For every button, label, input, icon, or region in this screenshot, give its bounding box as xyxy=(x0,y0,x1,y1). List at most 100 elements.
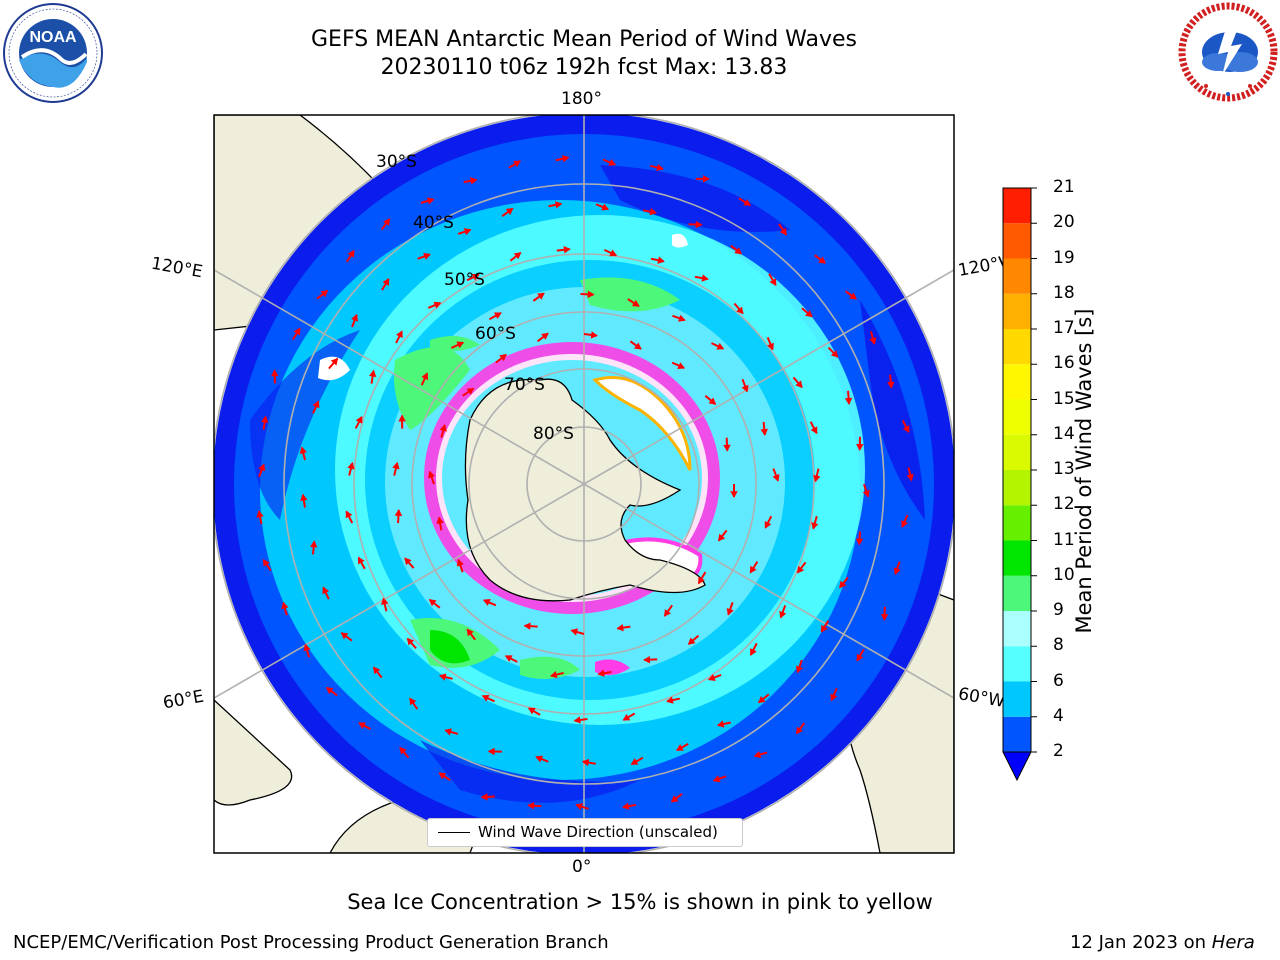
wave-arrow-head xyxy=(631,299,640,307)
wave-arrow-head xyxy=(340,632,349,640)
colorbar-tick-label: 11 xyxy=(1053,529,1075,550)
wave-arrow-head xyxy=(609,249,618,257)
wave-arrow-head xyxy=(480,793,488,801)
wave-arrow-head xyxy=(293,327,301,336)
colorbar-tick-label: 10 xyxy=(1053,564,1075,585)
wave-arrow-head xyxy=(849,292,857,300)
lat-label-80s: 80°S xyxy=(533,424,574,444)
wave-arrow-head xyxy=(271,369,279,377)
wave-arrow-head xyxy=(634,342,642,350)
wave-arrow-head xyxy=(855,538,864,546)
colorbar-segment xyxy=(1003,293,1031,329)
wave-arrow-head xyxy=(394,509,403,517)
wave-arrow-head xyxy=(499,353,507,362)
wave-arrow-head xyxy=(818,256,826,264)
wave-arrow-head xyxy=(906,473,914,482)
wave-arrow-head xyxy=(258,463,266,472)
wave-arrow-head xyxy=(573,716,581,724)
wave-arrow-head xyxy=(767,342,774,351)
wave-arrow-head xyxy=(718,533,726,542)
wave-arrow-head xyxy=(351,313,359,322)
wave-arrow-head xyxy=(590,331,598,339)
date-text: 12 Jan 2023 on xyxy=(1070,932,1212,953)
wave-arrow-head xyxy=(537,292,545,300)
colorbar-extend-triangle xyxy=(1002,751,1032,782)
wave-arrow-head xyxy=(779,610,787,619)
wave-arrow-head xyxy=(730,491,738,499)
wave-arrow-head xyxy=(309,540,318,548)
colorbar-segment xyxy=(1003,681,1031,717)
wave-arrow-head xyxy=(760,428,768,436)
wave-arrow-head xyxy=(795,726,803,735)
wave-arrow-head xyxy=(813,474,821,483)
wave-arrow-head xyxy=(901,520,908,528)
colorbar-segment xyxy=(1003,575,1031,611)
colorbar-segment xyxy=(1003,470,1031,506)
wave-arrow-head xyxy=(764,520,772,529)
wave-arrow-head xyxy=(358,556,365,565)
colorbar-segment xyxy=(1003,223,1031,259)
wave-arrow-head xyxy=(404,557,412,566)
wave-arrow-head xyxy=(261,415,269,423)
lat-label-60s: 60°S xyxy=(475,324,516,344)
figure-title: GEFS MEAN Antarctic Mean Period of Wind … xyxy=(311,27,857,52)
wave-arrow-head xyxy=(643,655,651,664)
wave-arrow-head xyxy=(482,599,491,606)
wave-arrow-head xyxy=(456,341,465,349)
wave-arrow-head xyxy=(630,758,639,765)
colorbar-tick-label: 8 xyxy=(1053,635,1064,656)
colorbar-segment xyxy=(1003,188,1031,224)
wave-arrow-head xyxy=(541,332,549,340)
wave-arrow-head xyxy=(707,674,716,681)
wave-arrow-head xyxy=(649,208,657,216)
colorbar-segment xyxy=(1003,646,1031,682)
graticule xyxy=(214,115,954,853)
svg-text:NOAA: NOAA xyxy=(29,29,77,46)
lat-label-30s: 30°S xyxy=(376,152,417,172)
wave-arrow-head xyxy=(856,443,864,451)
wave-arrow-head xyxy=(470,177,478,185)
colorbar-segment xyxy=(1003,434,1031,470)
wave-arrow-head xyxy=(456,558,464,567)
wave-arrow-head xyxy=(712,775,721,783)
wave-arrow-head xyxy=(262,559,270,567)
wave-arrow-head xyxy=(750,648,757,656)
wave-arrow-head xyxy=(466,387,475,395)
wave-arrow-head xyxy=(554,201,563,209)
wave-arrow-head xyxy=(664,609,672,617)
colorbar-tick-label: 18 xyxy=(1053,282,1075,303)
lat-label-70s: 70°S xyxy=(504,375,545,395)
colorbar-tick-label: 17 xyxy=(1053,318,1075,338)
wave-arrow-head xyxy=(406,637,415,646)
wave-arrow-head xyxy=(358,722,366,729)
wave-arrow-head xyxy=(494,312,502,320)
wave-arrow-head xyxy=(757,695,766,704)
wave-arrow-head xyxy=(421,372,429,381)
colorbar-tick-label: 16 xyxy=(1053,353,1075,374)
wave-arrow-head xyxy=(862,489,870,498)
wave-arrow-head xyxy=(523,622,531,630)
wave-arrow-head xyxy=(466,628,474,637)
wave-arrow-head xyxy=(527,801,535,810)
colorbar-label: Mean Period of Wind Waves [s] xyxy=(1072,308,1096,634)
wave-arrow-head xyxy=(597,669,605,677)
wave-arrow-head xyxy=(433,301,442,309)
wave-arrow-head xyxy=(444,728,452,736)
colorbar-tick-label: 15 xyxy=(1053,388,1075,409)
wave-arrow-head xyxy=(550,670,558,679)
lon-label-180: 180° xyxy=(561,89,602,109)
wave-arrow-head xyxy=(657,256,665,264)
wave-arrow-head xyxy=(779,227,787,236)
wave-arrow-head xyxy=(869,337,877,345)
lat-label-40s: 40°S xyxy=(413,213,454,233)
wave-arrow-head xyxy=(677,362,685,370)
colorbar-segment xyxy=(1003,611,1031,647)
wave-arrow-head xyxy=(513,252,522,260)
colorbar-tick-label: 13 xyxy=(1053,459,1075,479)
legend-line-sample xyxy=(438,832,470,833)
wave-arrow-head xyxy=(703,175,710,183)
wave-arrow-head xyxy=(830,350,839,358)
colorbar-segment xyxy=(1003,505,1031,541)
wave-arrow-head xyxy=(439,424,447,432)
wave-arrow-head xyxy=(505,207,514,215)
